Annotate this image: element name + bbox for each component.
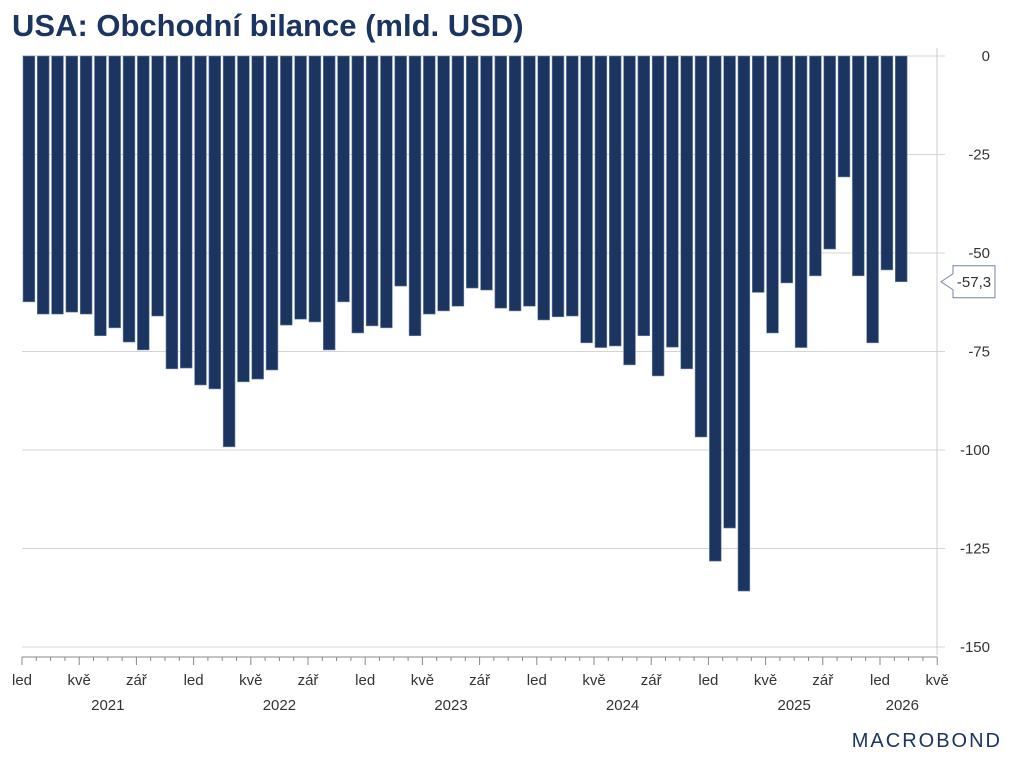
bar <box>508 55 522 312</box>
bar <box>322 55 336 351</box>
bar <box>580 55 593 344</box>
bar <box>751 55 765 293</box>
bar <box>380 55 393 329</box>
bar <box>651 55 665 377</box>
bar <box>480 55 493 291</box>
bar <box>222 55 236 448</box>
x-tick-label: zář <box>298 672 320 689</box>
y-tick-label: -25 <box>968 147 990 164</box>
bar <box>637 55 651 337</box>
bar <box>880 55 894 271</box>
bar <box>394 55 407 287</box>
bar <box>608 55 622 347</box>
bar <box>594 55 608 348</box>
bar <box>308 55 322 323</box>
x-tick-label: kvě <box>239 672 262 689</box>
bar <box>165 55 179 370</box>
y-tick-label: -75 <box>968 344 990 361</box>
year-label: 2022 <box>263 697 296 714</box>
x-tick-label: zář <box>126 672 148 689</box>
bar <box>365 55 379 327</box>
x-tick-label: kvě <box>411 672 434 689</box>
x-tick-label: kvě <box>754 672 777 689</box>
bar <box>151 55 164 317</box>
bar <box>294 55 307 320</box>
bar <box>65 55 79 313</box>
bar <box>537 55 550 321</box>
chart-title: USA: Obchodní bilance (mld. USD) <box>12 8 524 43</box>
bar <box>280 55 293 326</box>
x-tick-label: zář <box>469 672 491 689</box>
bar <box>809 55 822 277</box>
bar <box>666 55 679 348</box>
bar <box>894 55 908 283</box>
macrobond-logo: MACROBOND <box>851 730 1002 752</box>
bar <box>423 55 436 315</box>
bar <box>108 55 121 329</box>
bar <box>566 55 579 317</box>
bar <box>523 55 536 307</box>
year-label: 2025 <box>778 697 811 714</box>
bar <box>694 55 708 438</box>
bar <box>766 55 779 334</box>
bar <box>780 55 794 284</box>
bar <box>551 55 565 318</box>
bar <box>723 55 736 529</box>
bar <box>408 55 422 337</box>
y-tick-label: -50 <box>968 245 990 262</box>
bar <box>823 55 836 250</box>
bar <box>852 55 865 277</box>
bar <box>680 55 693 370</box>
bar <box>351 55 364 334</box>
year-label: 2021 <box>91 697 124 714</box>
x-tick-label: kvě <box>926 672 949 689</box>
bar <box>623 55 636 366</box>
bar <box>794 55 808 348</box>
bar <box>208 55 221 390</box>
x-tick-label: led <box>184 672 204 689</box>
bar <box>837 55 851 178</box>
bar <box>251 55 264 380</box>
y-tick-label: -100 <box>960 442 990 459</box>
y-tick-label: -125 <box>960 541 990 558</box>
year-label: 2024 <box>606 697 639 714</box>
bar <box>137 55 150 351</box>
bar <box>337 55 350 303</box>
bar <box>494 55 507 309</box>
bar <box>866 55 879 344</box>
x-tick-label: led <box>527 672 547 689</box>
bar <box>180 55 193 369</box>
x-tick-label: zář <box>641 672 663 689</box>
bar <box>94 55 107 337</box>
y-tick-label: 0 <box>982 48 990 65</box>
bar <box>79 55 93 315</box>
x-tick-label: led <box>12 672 32 689</box>
bar <box>237 55 250 383</box>
bar <box>22 55 36 303</box>
year-label: 2023 <box>434 697 467 714</box>
x-tick-label: zář <box>812 672 834 689</box>
bar <box>451 55 465 307</box>
bar <box>709 55 722 562</box>
bar <box>36 55 50 315</box>
x-tick-label: kvě <box>68 672 91 689</box>
bar <box>265 55 279 371</box>
year-label: 2026 <box>886 697 919 714</box>
x-tick-label: kvě <box>582 672 605 689</box>
x-tick-label: led <box>870 672 890 689</box>
last-value-label: -57,3 <box>957 274 991 291</box>
x-tick-label: led <box>355 672 375 689</box>
bar <box>194 55 207 386</box>
bar <box>737 55 751 592</box>
bar <box>122 55 136 343</box>
x-tick-label: led <box>698 672 718 689</box>
bar <box>51 55 64 315</box>
last-value-callout <box>940 265 996 299</box>
bar <box>437 55 450 312</box>
y-tick-label: -150 <box>960 639 990 656</box>
bar <box>465 55 479 289</box>
